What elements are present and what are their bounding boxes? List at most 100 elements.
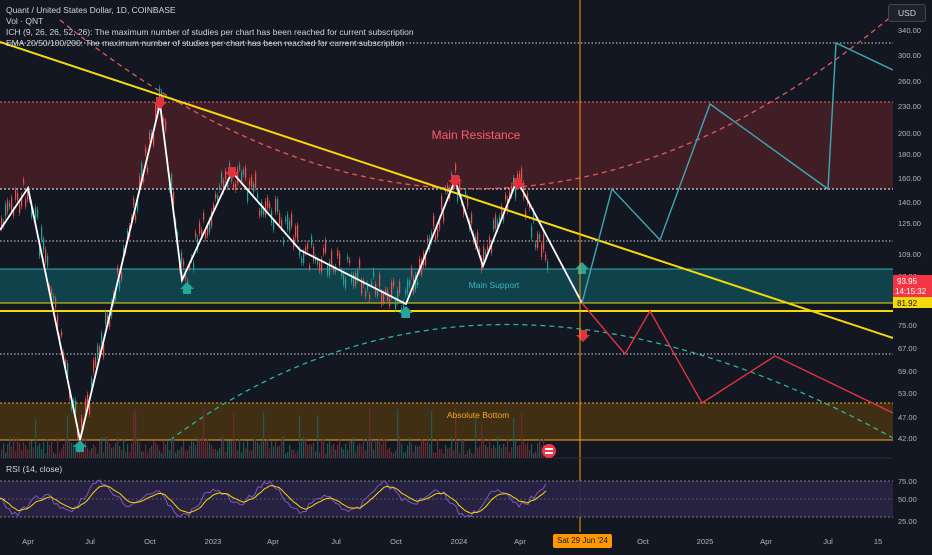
volume-bar xyxy=(437,439,439,458)
volume-bar xyxy=(183,440,185,458)
volume-bar xyxy=(35,419,37,458)
candle-body xyxy=(91,378,93,387)
rsi-legend[interactable]: RSI (14, close) xyxy=(6,464,63,474)
candle-body xyxy=(289,220,291,232)
candle-body xyxy=(145,147,147,154)
currency-button[interactable]: USD xyxy=(888,4,926,22)
replay-icon[interactable] xyxy=(542,444,556,458)
candle-body xyxy=(203,212,205,220)
volume-bar xyxy=(273,446,275,458)
candle-body xyxy=(275,198,277,212)
ichimoku-legend[interactable]: ICH (9, 26, 26, 52, 26): The maximum num… xyxy=(6,27,414,37)
symbol-title[interactable]: Quant / United States Dollar, 1D, COINBA… xyxy=(6,5,176,15)
volume-bar xyxy=(375,440,377,458)
volume-bar xyxy=(457,441,459,458)
volume-bar xyxy=(403,452,405,458)
volume-bar xyxy=(101,436,103,458)
volume-bar xyxy=(469,448,471,458)
volume-bar xyxy=(169,449,171,458)
volume-bar xyxy=(113,446,115,458)
candle-body xyxy=(245,167,247,179)
candle-body xyxy=(157,102,159,116)
candle-body xyxy=(383,293,385,303)
candle-body xyxy=(301,258,303,263)
candle-body xyxy=(317,259,319,265)
volume-bar xyxy=(407,445,409,458)
volume-bar xyxy=(483,437,485,458)
volume-bar xyxy=(537,443,539,458)
volume-bar xyxy=(355,451,357,458)
candle-body xyxy=(319,262,321,272)
volume-bar xyxy=(45,453,47,458)
volume-bar xyxy=(99,440,101,458)
ema-legend[interactable]: EMA 20/50/100/200: The maximum number of… xyxy=(6,38,405,48)
volume-bars xyxy=(1,407,549,458)
candle-body xyxy=(393,280,395,286)
volume-bar xyxy=(401,443,403,458)
volume-bar xyxy=(417,446,419,458)
volume-bar xyxy=(509,451,511,458)
volume-bar xyxy=(251,449,253,458)
candle-body xyxy=(523,182,525,198)
candle-body xyxy=(329,261,331,276)
price-tick: 47.00 xyxy=(898,413,917,422)
volume-bar xyxy=(209,443,211,458)
volume-bar xyxy=(141,451,143,458)
crosshair-date-badge: Sat 29 Jun '24 xyxy=(553,534,612,548)
volume-bar xyxy=(49,445,51,458)
volume-bar xyxy=(265,440,267,458)
candle-body xyxy=(73,400,75,405)
volume-bar xyxy=(447,448,449,458)
volume-bar xyxy=(521,413,523,458)
candle-body xyxy=(163,118,165,122)
candle-body xyxy=(323,247,325,254)
rsi-tick: 75.00 xyxy=(898,477,917,486)
candle-body xyxy=(187,280,189,285)
time-axis[interactable] xyxy=(0,532,932,550)
candle-body xyxy=(531,226,533,238)
volume-bar xyxy=(171,438,173,458)
price-tick: 260.00 xyxy=(898,77,921,86)
volume-bar xyxy=(467,450,469,458)
volume-bar xyxy=(41,449,43,458)
candle-body xyxy=(499,216,501,222)
candle-body xyxy=(307,243,309,250)
candle-body xyxy=(71,399,73,409)
candle-body xyxy=(85,399,87,411)
candle-body xyxy=(425,252,427,265)
candle-body xyxy=(465,190,467,197)
candle-body xyxy=(1,218,3,229)
volume-bar xyxy=(363,439,365,458)
time-tick: Oct xyxy=(637,537,650,546)
volume-bar xyxy=(267,438,269,458)
volume-bar xyxy=(471,452,473,458)
volume-bar xyxy=(261,441,263,458)
volume-legend[interactable]: Vol · QNT xyxy=(6,16,44,26)
volume-bar xyxy=(125,451,127,458)
volume-bar xyxy=(257,442,259,458)
volume-bar xyxy=(233,412,235,458)
time-tick: 15 xyxy=(874,537,882,546)
volume-bar xyxy=(337,444,339,458)
volume-bar xyxy=(421,439,423,458)
price-axis[interactable] xyxy=(893,0,932,532)
volume-bar xyxy=(445,444,447,458)
volume-bar xyxy=(215,449,217,458)
volume-bar xyxy=(321,439,323,458)
candle-body xyxy=(395,299,397,310)
candle-body xyxy=(345,279,347,288)
candle-body xyxy=(223,180,225,192)
candle-body xyxy=(489,237,491,244)
volume-bar xyxy=(197,437,199,458)
candle-body xyxy=(337,250,339,256)
volume-bar xyxy=(263,412,265,458)
volume-bar xyxy=(145,444,147,458)
volume-bar xyxy=(205,441,207,458)
volume-bar xyxy=(73,444,75,458)
volume-bar xyxy=(439,449,441,458)
volume-bar xyxy=(493,444,495,458)
candle-body xyxy=(509,191,511,200)
current-price-badge xyxy=(893,275,932,297)
